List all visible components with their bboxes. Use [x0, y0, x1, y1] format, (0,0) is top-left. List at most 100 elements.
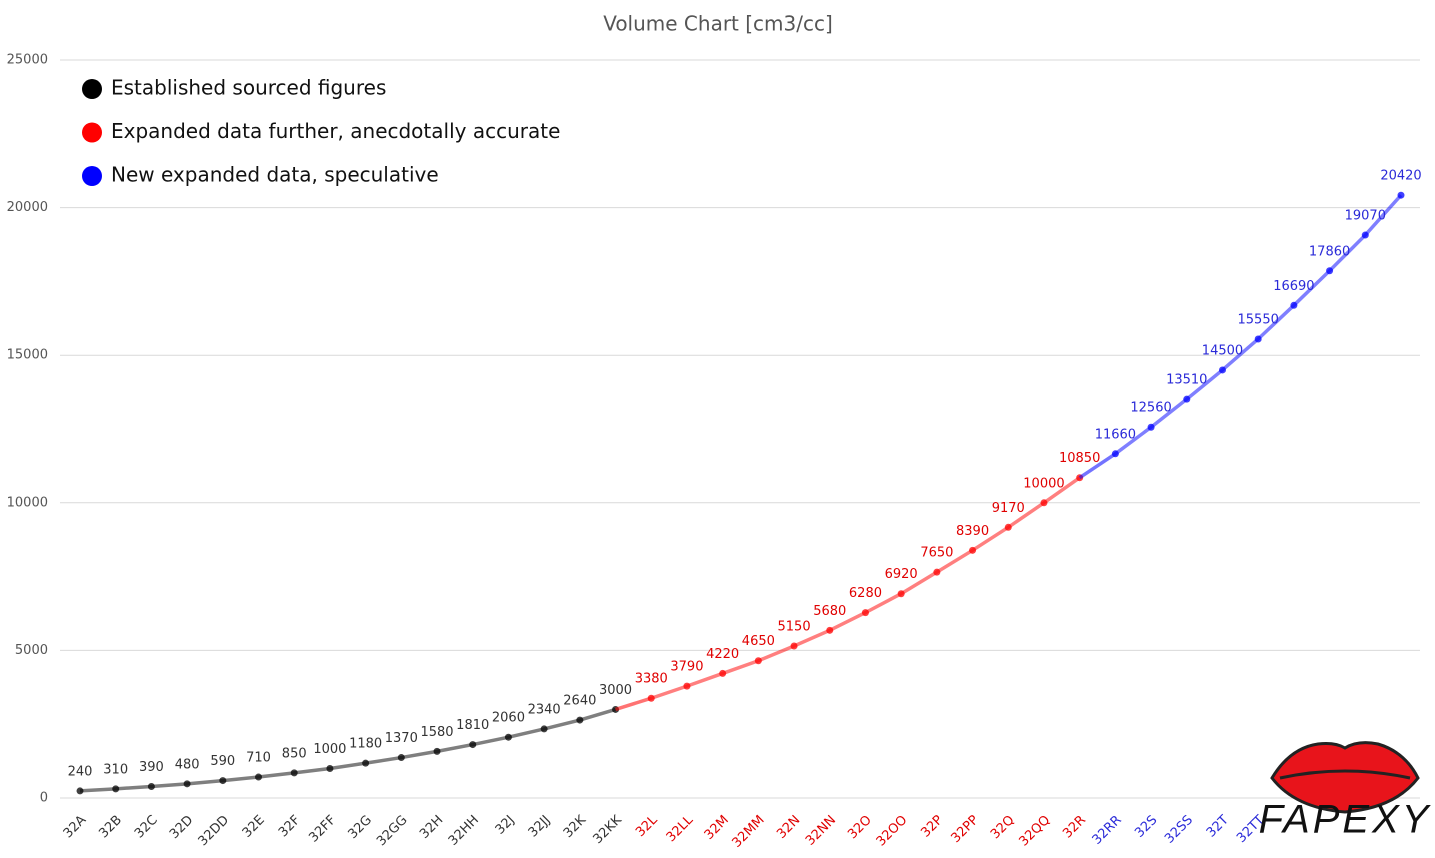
x-tick-label: 32A [61, 813, 90, 842]
x-tick-label: 32PP [948, 813, 982, 847]
data-label: 19070 [1345, 209, 1386, 224]
legend-label: New expanded data, speculative [111, 163, 439, 187]
data-point [1361, 231, 1369, 239]
x-tick-label: 32QQ [1016, 813, 1053, 850]
x-tick-label: 32F [276, 813, 304, 841]
x-tick-label: 32T [1204, 813, 1232, 841]
x-tick-label: 32H [417, 813, 446, 842]
data-point [647, 694, 655, 702]
data-point [219, 777, 227, 785]
data-label: 1000 [313, 742, 346, 757]
data-label: 2640 [563, 694, 596, 709]
legend-marker [82, 122, 102, 143]
data-label: 16690 [1273, 279, 1314, 294]
data-label: 9170 [992, 501, 1025, 516]
x-tick-label: 32HH [446, 813, 482, 849]
x-tick-label: 32S [1132, 813, 1160, 841]
legend-label: Established sourced figures [111, 76, 386, 100]
x-tick-label: 32G [345, 813, 374, 842]
legend-marker [82, 166, 102, 186]
x-tick-label: 32L [633, 812, 661, 840]
data-point [147, 782, 155, 790]
x-tick-label: 32FF [306, 813, 339, 846]
data-point [433, 747, 441, 755]
data-point [1397, 191, 1405, 199]
data-label: 10000 [1023, 476, 1064, 491]
data-point [790, 642, 798, 650]
x-tick-label: 32GG [374, 813, 411, 850]
x-tick-label: 32KK [590, 812, 625, 847]
x-tick-label: 32O [845, 813, 875, 843]
data-label: 20420 [1380, 169, 1421, 184]
legend-label: Expanded data further, anecdotally accur… [111, 119, 560, 143]
logo-lips [1270, 741, 1420, 814]
x-tick-label: 32RR [1090, 813, 1125, 848]
data-point [290, 769, 298, 777]
data-point [469, 741, 477, 749]
y-tick-label: 0 [40, 791, 48, 806]
data-point [326, 764, 334, 772]
data-point [362, 759, 370, 767]
data-label: 14500 [1202, 343, 1243, 358]
logo: FAPEXY [1259, 741, 1432, 842]
data-point [1254, 335, 1262, 343]
data-point [112, 785, 120, 793]
data-label: 4650 [742, 634, 775, 649]
x-tick-label: 32LL [664, 812, 697, 845]
data-label: 2340 [528, 702, 561, 717]
data-label: 6280 [849, 586, 882, 601]
series-line [79, 707, 617, 793]
data-point [826, 626, 834, 634]
data-label: 3380 [635, 672, 668, 687]
data-point [183, 780, 191, 788]
series-connector [615, 696, 652, 712]
data-label: 1370 [385, 731, 418, 746]
data-label: 390 [139, 760, 164, 775]
chart-title: Volume Chart [cm3/cc] [603, 12, 833, 36]
data-point [1183, 395, 1191, 403]
x-tick-label: 32NN [803, 813, 839, 849]
x-tick-label: 32P [918, 813, 946, 841]
data-point [397, 754, 405, 762]
x-tick-label: 32R [1060, 813, 1089, 842]
data-label: 3790 [670, 660, 703, 675]
data-label: 5150 [778, 619, 811, 634]
x-tick-label: 32MM [729, 813, 767, 851]
data-label: 13510 [1166, 373, 1207, 388]
x-tick-label: 32Q [988, 813, 1018, 843]
data-label: 1180 [349, 737, 382, 752]
data-label: 590 [210, 754, 235, 769]
x-tick-label: 32B [96, 813, 125, 842]
data-point [861, 609, 869, 617]
data-point [540, 725, 548, 733]
x-tick-label: 32D [167, 813, 196, 842]
x-tick-label: 32C [132, 813, 161, 842]
x-tick-label: 32J [493, 813, 518, 838]
series-connector [1078, 452, 1117, 480]
logo-text: FAPEXY [1259, 798, 1432, 842]
data-point [576, 716, 584, 724]
data-label: 710 [246, 751, 271, 766]
data-label: 310 [103, 762, 128, 777]
data-label: 17860 [1309, 244, 1350, 259]
y-tick-label: 25000 [7, 53, 48, 68]
x-tick-label: 32SS [1162, 813, 1196, 847]
y-tick-label: 20000 [7, 200, 48, 215]
x-tick-label: 32DD [196, 813, 232, 849]
data-point [1040, 499, 1048, 507]
data-label: 8390 [956, 524, 989, 539]
x-tick-label: 32N [774, 813, 803, 842]
data-label: 2060 [492, 711, 525, 726]
data-point [933, 568, 941, 576]
data-point [1290, 301, 1298, 309]
data-label: 10850 [1059, 451, 1100, 466]
data-label: 7650 [920, 546, 953, 561]
legend-marker [82, 79, 102, 99]
data-label: 11660 [1095, 427, 1136, 442]
data-point [897, 590, 905, 598]
data-label: 6920 [885, 567, 918, 582]
data-label: 850 [282, 746, 307, 761]
y-tick-label: 5000 [15, 643, 48, 658]
y-tick-label: 15000 [7, 348, 48, 363]
